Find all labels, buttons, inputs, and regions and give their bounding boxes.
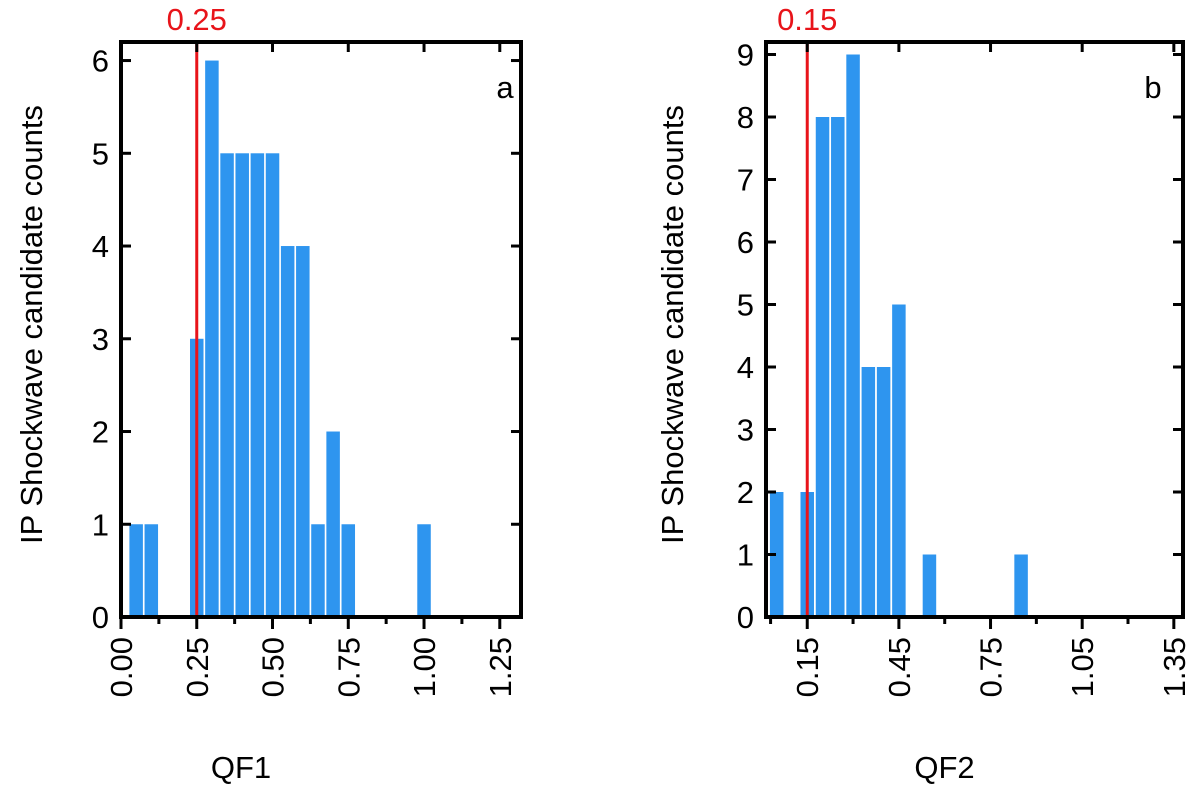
- x-tick-label: 1.25: [483, 637, 518, 697]
- histogram-bar: [892, 304, 906, 617]
- x-tick-label: 0.00: [104, 637, 139, 697]
- histogram-bar: [265, 153, 280, 617]
- chart-panel-a: 0.25 0 1 2 3 4 5 6 0.00 0.25 0.50 0.75 1.00 1.25 QF1 IP…: [14, 2, 523, 785]
- y-tick-label: 1: [737, 538, 754, 573]
- axes-frame: [119, 40, 523, 619]
- histogram-bar: [129, 524, 143, 617]
- x-axis-title: QF2: [914, 750, 974, 785]
- axes-frame: [764, 40, 1185, 619]
- x-axis-title: QF1: [211, 750, 271, 785]
- histogram-bar: [876, 367, 891, 617]
- histogram-bar: [235, 153, 249, 617]
- threshold-label: 0.15: [777, 2, 837, 37]
- x-tick-label: 0.50: [256, 637, 291, 697]
- y-tick-label: 3: [92, 322, 109, 357]
- histogram-bar: [144, 524, 159, 617]
- y-tick-label: 4: [737, 350, 754, 385]
- x-tick-label: 0.75: [331, 637, 366, 697]
- y-tick-label: 6: [737, 225, 754, 260]
- y-tick-label: 2: [92, 415, 109, 450]
- histogram-bar: [1014, 554, 1028, 617]
- histogram-bar: [341, 524, 356, 617]
- y-tick-label: 3: [737, 413, 754, 448]
- histogram-bar: [220, 153, 234, 617]
- y-tick-label: 2: [737, 475, 754, 510]
- histogram-bar: [831, 117, 845, 617]
- histogram-bar: [922, 554, 937, 617]
- y-axis-title: IP Shockwave candidate counts: [655, 105, 690, 544]
- histogram-bar: [280, 246, 295, 617]
- histogram-bar: [311, 524, 325, 617]
- y-tick-label: 0: [737, 600, 754, 635]
- x-tick-label: 0.75: [974, 637, 1009, 697]
- panel-label: b: [1144, 70, 1161, 105]
- y-tick-label: 6: [92, 44, 109, 79]
- x-tick-label: 1.05: [1065, 637, 1100, 697]
- histogram-bar: [769, 492, 784, 617]
- x-tick-label: 0.45: [882, 637, 917, 697]
- histogram-bar: [326, 431, 340, 617]
- y-tick-label: 5: [92, 136, 109, 171]
- histogram-bar: [205, 60, 219, 617]
- y-tick-label: 1: [92, 507, 109, 542]
- y-tick-label: 9: [737, 38, 754, 73]
- x-tick-label: 1.00: [407, 637, 442, 697]
- histogram-bar: [846, 54, 860, 617]
- x-tick-label: 1.35: [1157, 637, 1192, 697]
- y-tick-label: 7: [737, 163, 754, 198]
- histogram-bar: [417, 524, 431, 617]
- y-tick-label: 4: [92, 229, 109, 264]
- panel-label: a: [496, 70, 514, 105]
- histogram-bar: [861, 367, 876, 617]
- y-tick-label: 5: [737, 288, 754, 323]
- x-tick-label: 0.25: [180, 637, 215, 697]
- y-axis-title: IP Shockwave candidate counts: [14, 105, 49, 544]
- histogram-bar: [296, 246, 310, 617]
- histogram-bar: [250, 153, 265, 617]
- threshold-label: 0.25: [167, 2, 227, 37]
- chart-panel-b: 0.15 0 1 2 3 4 5 6 7 8 9 0.15 0.45 0.75 1.05 1.35 QF2 IP …: [655, 2, 1192, 785]
- y-tick-label: 0: [92, 600, 109, 635]
- x-tick-label: 0.15: [790, 637, 825, 697]
- histogram-bar: [815, 117, 830, 617]
- y-tick-label: 8: [737, 100, 754, 135]
